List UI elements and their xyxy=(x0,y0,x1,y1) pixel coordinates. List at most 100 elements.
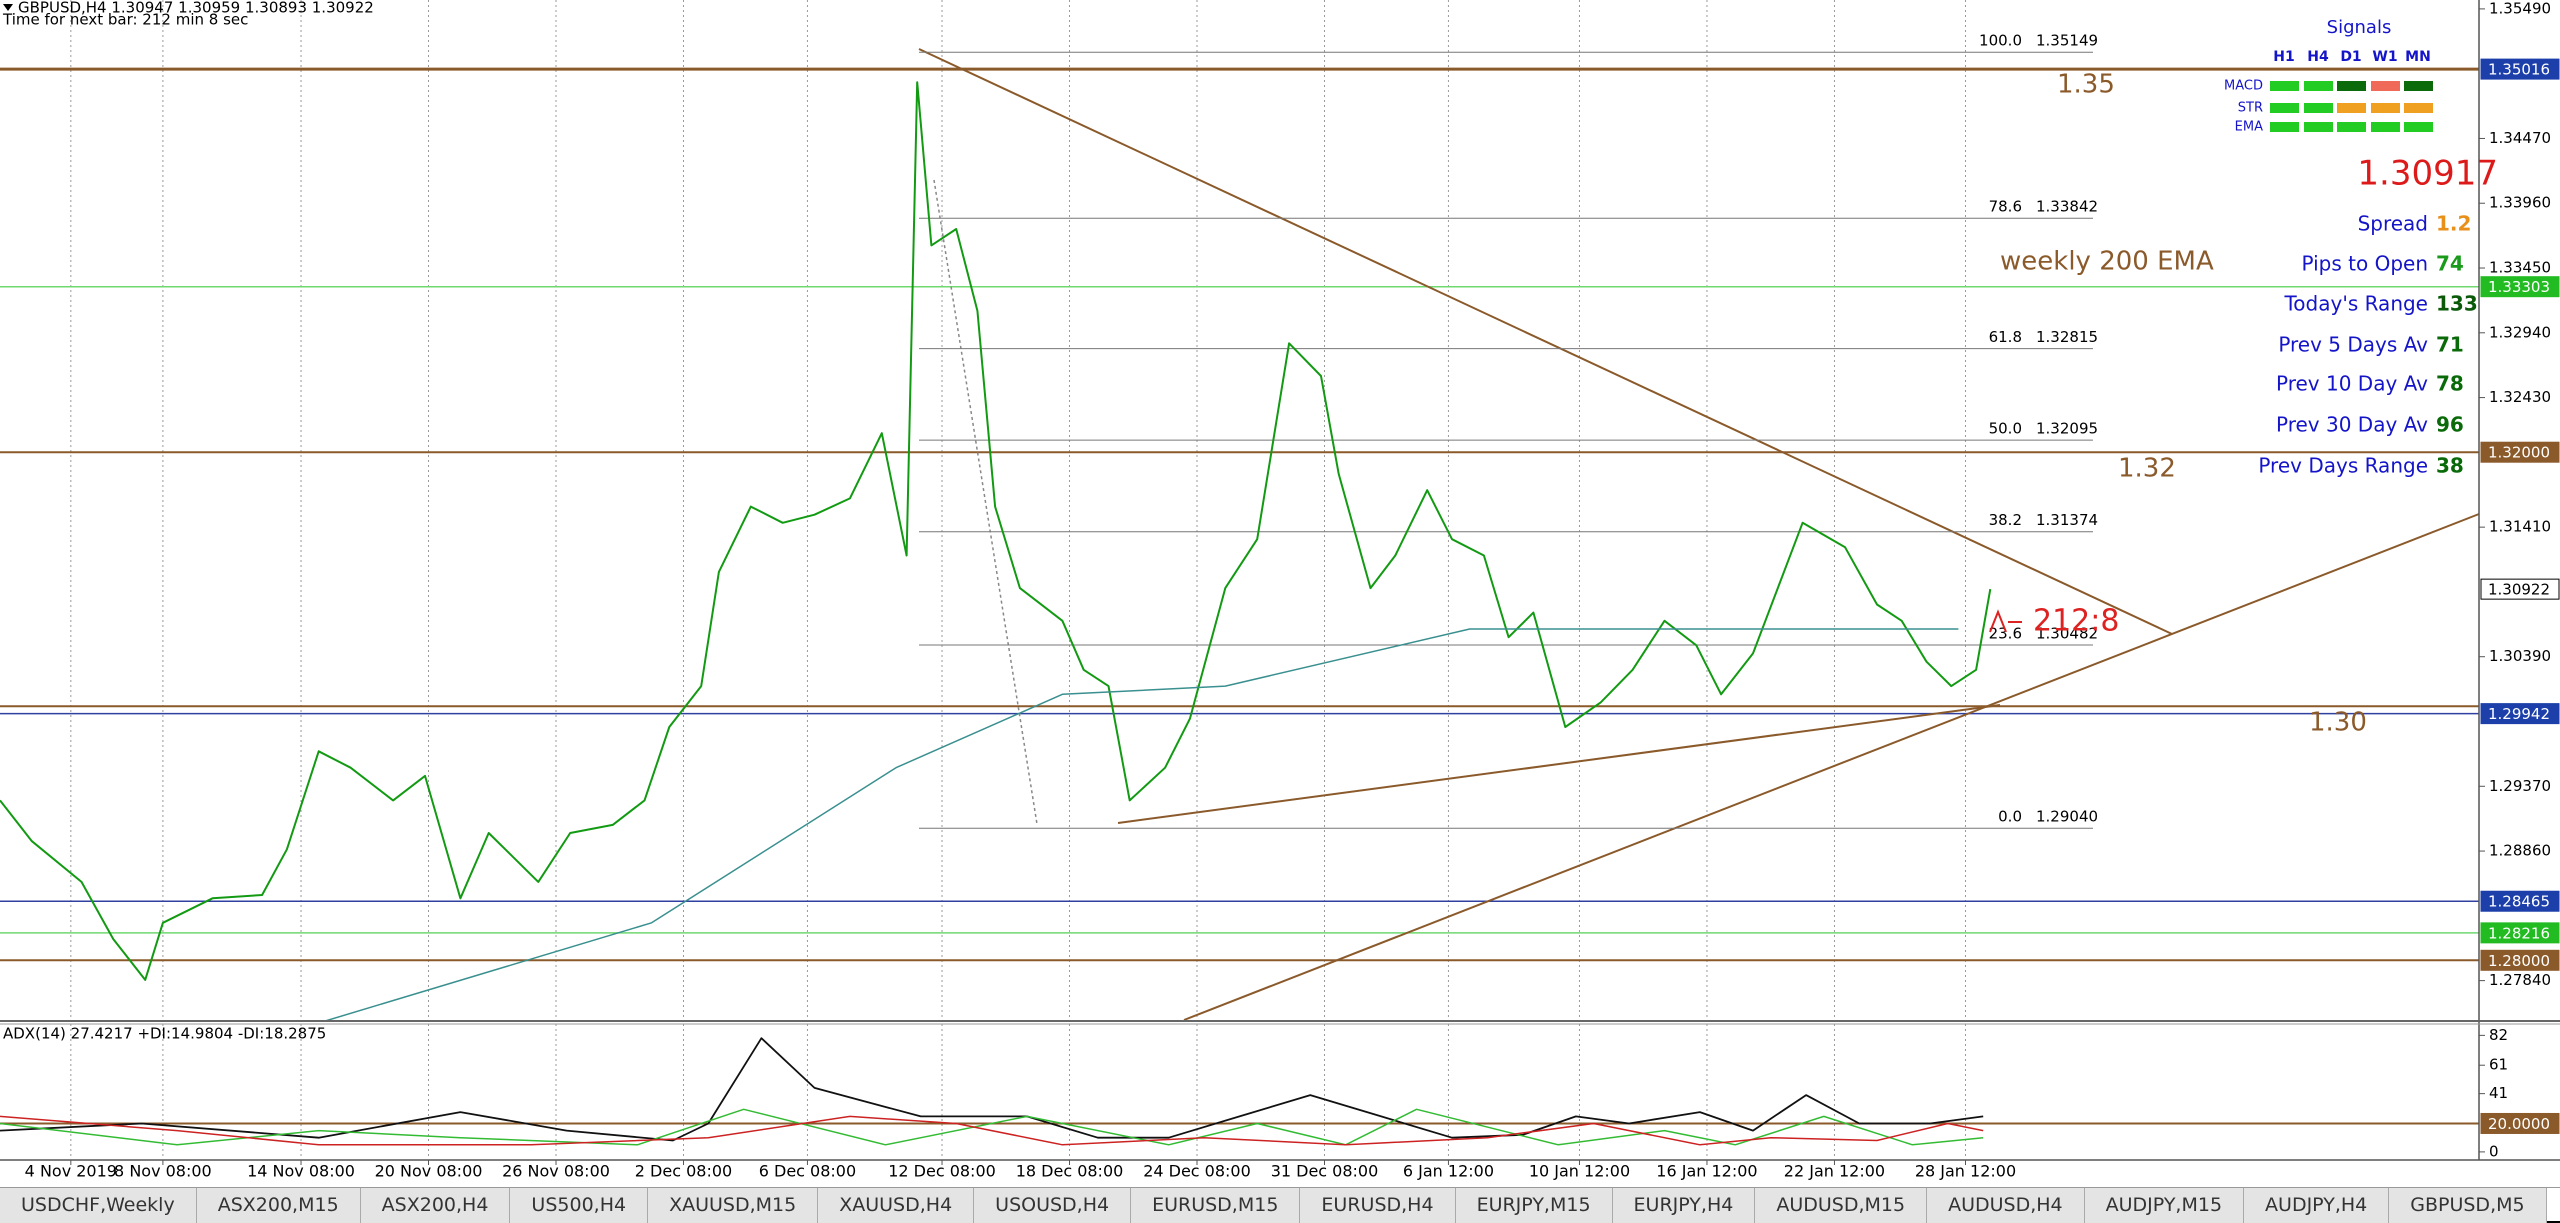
symbol-tab[interactable]: XAUUSD,H4 xyxy=(818,1188,975,1223)
info-label: Prev 10 Day Av xyxy=(2276,372,2428,396)
level-label: 20.0000 xyxy=(2488,1115,2550,1133)
fib-price: 1.33842 xyxy=(2036,198,2098,216)
price-line xyxy=(0,81,1992,981)
level-label-bg xyxy=(2480,276,2560,298)
y-tick-label: 1.28860 xyxy=(2489,842,2551,860)
symbol-tab[interactable]: USOUSD,H4 xyxy=(974,1188,1132,1223)
signal-column: H1 xyxy=(2273,49,2294,65)
symbol-tab[interactable]: GBPUSD,H4 xyxy=(2546,1188,2560,1223)
signal-cell xyxy=(2337,81,2366,91)
x-tick-label: 12 Dec 08:00 xyxy=(888,1162,996,1181)
symbol-tab[interactable]: USDCHF,Weekly xyxy=(0,1188,197,1223)
symbol-tab[interactable]: EURUSD,H4 xyxy=(1300,1188,1456,1223)
symbol-tab[interactable]: XAUUSD,M15 xyxy=(648,1188,819,1223)
symbol-tab[interactable]: EURJPY,M15 xyxy=(1456,1188,1613,1223)
annotation: 1.32 xyxy=(2118,454,2176,484)
level-label-bg xyxy=(2480,441,2560,463)
symbol-tab[interactable]: AUDUSD,H4 xyxy=(1927,1188,2085,1223)
trend-line xyxy=(1117,704,2001,824)
fib-level: 0.0 xyxy=(1998,808,2022,826)
trend-line xyxy=(1183,513,2480,1021)
fib-price: 1.30482 xyxy=(2036,625,2098,643)
level-label: 1.32000 xyxy=(2488,444,2550,462)
info-label: Today's Range xyxy=(2283,292,2428,316)
level-label: 1.29942 xyxy=(2488,705,2550,723)
x-tick-label: 4 Nov 2019 xyxy=(25,1162,117,1181)
x-tick-label: 24 Dec 08:00 xyxy=(1143,1162,1251,1181)
symbol-tab[interactable]: AUDUSD,M15 xyxy=(1755,1188,1928,1223)
symbol-tab[interactable]: EURUSD,M15 xyxy=(1131,1188,1301,1223)
info-value: 96 xyxy=(2436,413,2464,437)
level-label: 1.28465 xyxy=(2488,893,2550,911)
level-label-bg xyxy=(2480,922,2560,944)
x-tick-label: 10 Jan 12:00 xyxy=(1529,1162,1630,1181)
fib-trend-line xyxy=(933,179,1038,825)
level-label-bg xyxy=(2480,703,2560,725)
y-tick-label: 1.27840 xyxy=(2489,971,2551,989)
fib-price: 1.31374 xyxy=(2036,511,2098,529)
signal-column: MN xyxy=(2405,49,2431,65)
trend-line xyxy=(918,48,2173,635)
x-tick-label: 6 Dec 08:00 xyxy=(759,1162,856,1181)
countdown-arrow xyxy=(1989,609,2022,633)
fib-level: 23.6 xyxy=(1989,625,2022,643)
signal-row-label: STR xyxy=(2238,101,2263,116)
signal-cell xyxy=(2270,122,2299,132)
symbol-tab[interactable]: US500,H4 xyxy=(510,1188,649,1223)
price-line xyxy=(325,628,1959,1020)
symbol-tab[interactable]: EURJPY,H4 xyxy=(1613,1188,1756,1223)
signal-cell xyxy=(2371,103,2400,113)
signal-column: W1 xyxy=(2372,49,2397,65)
grid-layer xyxy=(70,0,1966,1159)
level-label-bg xyxy=(2480,949,2560,971)
info-label: Pips to Open xyxy=(2301,252,2428,276)
y-tick-label: 1.35490 xyxy=(2489,0,2551,17)
signal-cell xyxy=(2337,122,2366,132)
info-label: Prev 30 Day Av xyxy=(2276,413,2428,437)
level-label-bg xyxy=(2480,1112,2560,1134)
symbol-tab[interactable]: AUDJPY,M15 xyxy=(2085,1188,2245,1223)
symbol-tab[interactable]: ASX200,H4 xyxy=(361,1188,511,1223)
level-label-bg xyxy=(2480,58,2560,80)
signal-row-label: MACD xyxy=(2224,79,2263,94)
signal-cell xyxy=(2304,122,2333,132)
info-label: Spread xyxy=(2358,212,2428,236)
y-tick-label: 1.31410 xyxy=(2489,518,2551,536)
info-label: Prev Days Range xyxy=(2258,454,2428,478)
bid-price: 1.30917 xyxy=(2357,154,2498,194)
info-value: 71 xyxy=(2436,333,2464,357)
x-tick-label: 2 Dec 08:00 xyxy=(635,1162,732,1181)
level-label: 1.28000 xyxy=(2488,952,2550,970)
level-label: 1.28216 xyxy=(2488,924,2550,942)
countdown-annotation: 212:8 xyxy=(2033,604,2119,639)
y-tick-label: 1.29370 xyxy=(2489,777,2551,795)
x-tick-label: 14 Nov 08:00 xyxy=(247,1162,355,1181)
collapse-icon[interactable] xyxy=(3,4,13,11)
fib-level: 61.8 xyxy=(1989,328,2022,346)
fib-level: 78.6 xyxy=(1989,198,2022,216)
x-tick-label: 22 Jan 12:00 xyxy=(1784,1162,1885,1181)
symbol-tab[interactable]: ASX200,M15 xyxy=(197,1188,361,1223)
info-value: 38 xyxy=(2436,454,2464,478)
series-layer xyxy=(0,81,1992,1146)
level-label-bg xyxy=(2480,578,2560,600)
info-value: 133 xyxy=(2436,292,2478,316)
info-value: 1.2 xyxy=(2436,212,2471,236)
price-line xyxy=(0,1037,1984,1142)
level-layer xyxy=(0,67,2479,1125)
x-tick-label: 26 Nov 08:00 xyxy=(502,1162,610,1181)
y-tick-label: 82 xyxy=(2489,1026,2508,1044)
signals-title: Signals xyxy=(2327,17,2392,38)
annotation: weekly 200 EMA xyxy=(2000,247,2214,277)
signal-cell xyxy=(2404,122,2433,132)
signals-grid: H1 H4 D1 W1 MN MACD STR EMA xyxy=(2224,49,2433,135)
fib-level: 50.0 xyxy=(1989,420,2022,438)
symbol-tab[interactable]: AUDJPY,H4 xyxy=(2244,1188,2390,1223)
symbol-tab[interactable]: GBPUSD,M5 xyxy=(2389,1188,2547,1223)
fib-level: 38.2 xyxy=(1989,511,2022,529)
annotation: 1.30 xyxy=(2309,708,2367,738)
info-value: 74 xyxy=(2436,252,2464,276)
signal-row-label: EMA xyxy=(2235,120,2263,135)
info-value: 78 xyxy=(2436,372,2464,396)
annotation: 1.35 xyxy=(2057,70,2115,100)
